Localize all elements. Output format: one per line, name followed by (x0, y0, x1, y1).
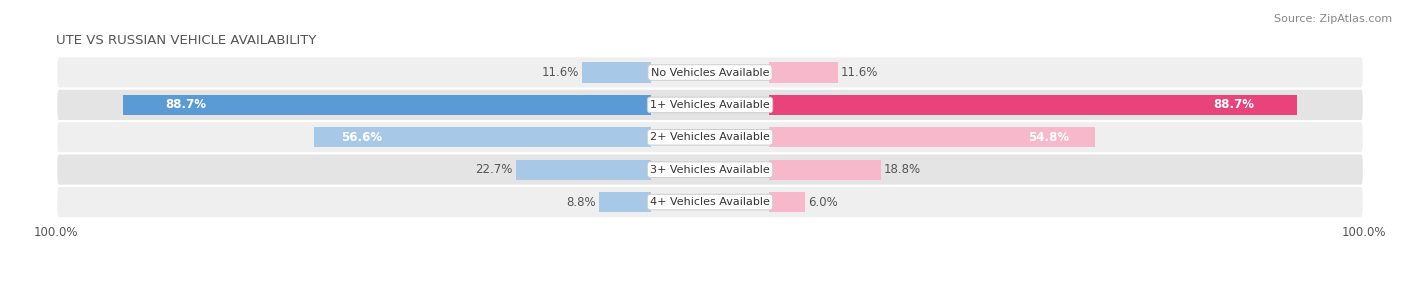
FancyBboxPatch shape (56, 56, 1364, 89)
Text: 11.6%: 11.6% (541, 66, 579, 79)
Text: 2+ Vehicles Available: 2+ Vehicles Available (650, 132, 770, 142)
FancyBboxPatch shape (56, 186, 1364, 218)
FancyBboxPatch shape (56, 154, 1364, 186)
Bar (769, 127, 1095, 147)
Text: 6.0%: 6.0% (808, 196, 838, 208)
Bar (769, 192, 804, 212)
Text: 8.8%: 8.8% (567, 196, 596, 208)
Text: 56.6%: 56.6% (342, 131, 382, 144)
Text: 88.7%: 88.7% (166, 98, 207, 112)
Text: 1+ Vehicles Available: 1+ Vehicles Available (650, 100, 770, 110)
Text: 18.8%: 18.8% (884, 163, 921, 176)
Text: 22.7%: 22.7% (475, 163, 513, 176)
Text: No Vehicles Available: No Vehicles Available (651, 67, 769, 78)
Bar (315, 127, 651, 147)
FancyBboxPatch shape (56, 121, 1364, 154)
Text: 88.7%: 88.7% (1213, 98, 1254, 112)
Legend: Ute, Russian: Ute, Russian (648, 283, 772, 286)
Bar (769, 62, 838, 83)
Text: 54.8%: 54.8% (1028, 131, 1069, 144)
Text: 4+ Vehicles Available: 4+ Vehicles Available (650, 197, 770, 207)
Bar (582, 62, 651, 83)
Text: UTE VS RUSSIAN VEHICLE AVAILABILITY: UTE VS RUSSIAN VEHICLE AVAILABILITY (56, 34, 316, 47)
Text: 3+ Vehicles Available: 3+ Vehicles Available (650, 165, 770, 175)
Text: 11.6%: 11.6% (841, 66, 879, 79)
Bar (769, 160, 880, 180)
Bar (516, 160, 651, 180)
Bar (124, 95, 651, 115)
FancyBboxPatch shape (56, 89, 1364, 121)
Text: Source: ZipAtlas.com: Source: ZipAtlas.com (1274, 14, 1392, 24)
Bar (769, 95, 1296, 115)
Bar (599, 192, 651, 212)
